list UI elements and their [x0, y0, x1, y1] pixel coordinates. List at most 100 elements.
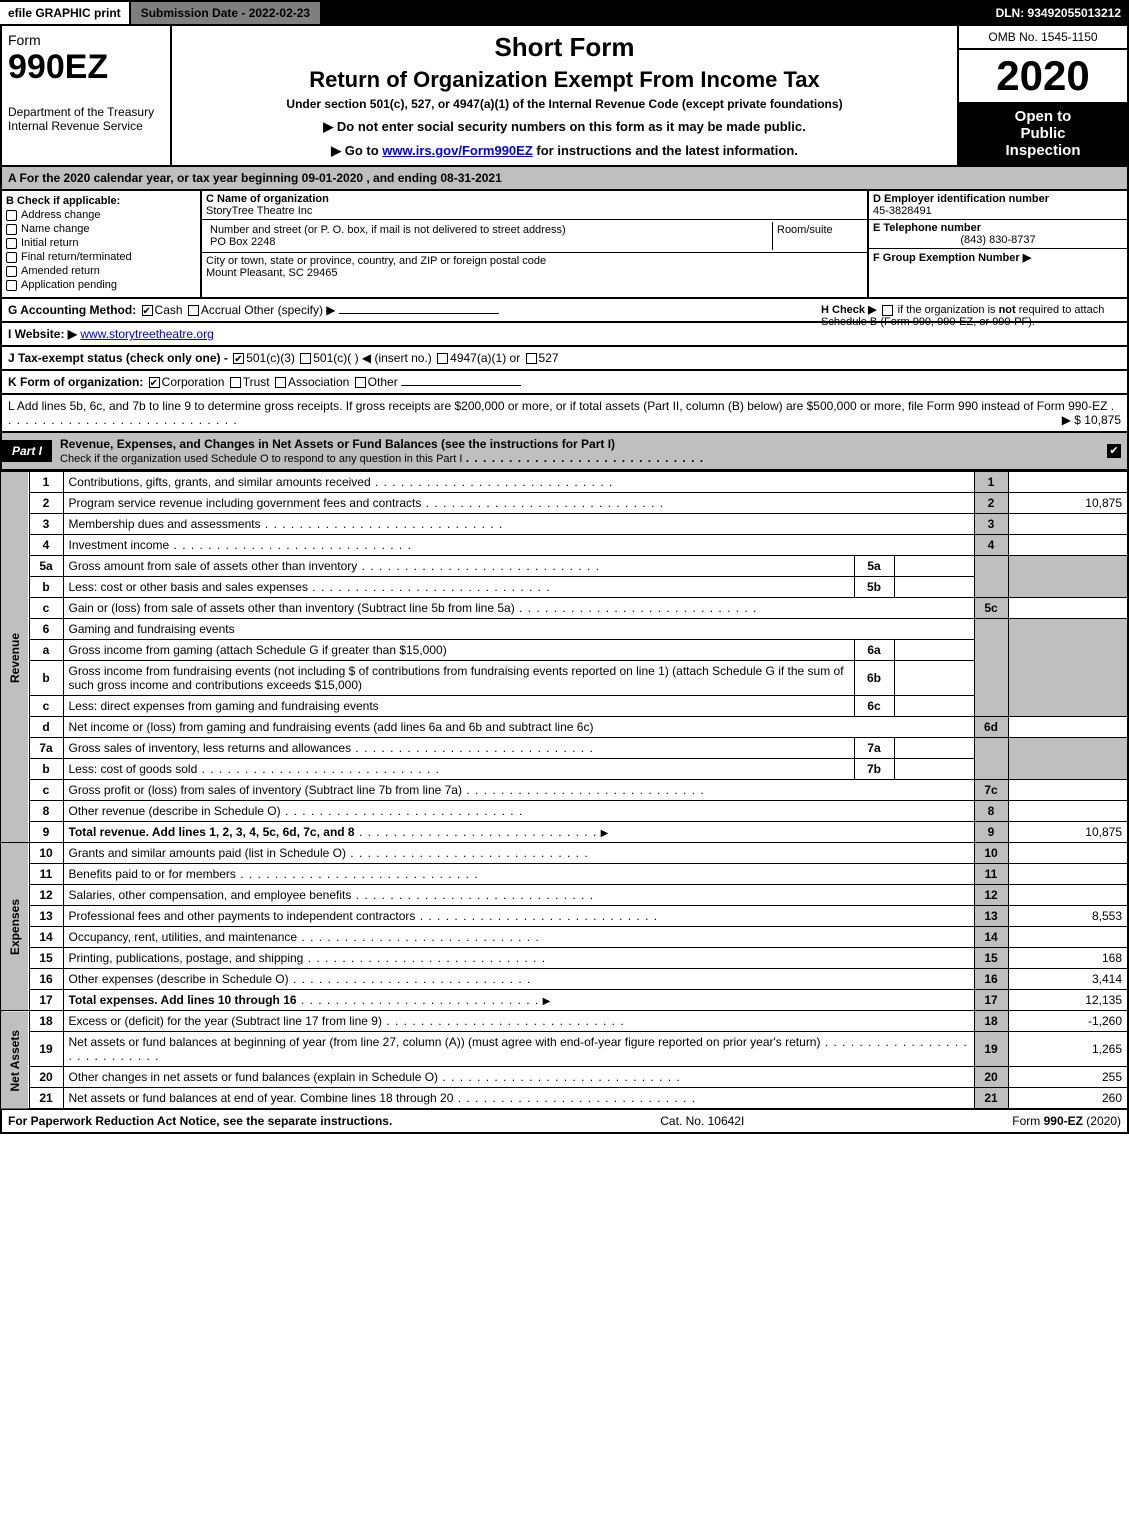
line-7c-num: c — [29, 780, 63, 801]
chk-527[interactable] — [526, 353, 537, 364]
chk-address-change[interactable] — [6, 210, 17, 221]
line-9-amt: 10,875 — [1008, 822, 1128, 843]
section-c: C Name of organization StoryTree Theatre… — [202, 191, 867, 297]
dots-icon — [236, 867, 479, 881]
chk-no-schedule-b[interactable] — [882, 305, 893, 316]
part1-header: Part I Revenue, Expenses, and Changes in… — [0, 433, 1129, 471]
line-7b-num: b — [29, 759, 63, 780]
chk-501c3[interactable] — [233, 353, 244, 364]
part1-checkbox[interactable]: ✔ — [1107, 444, 1121, 458]
dots-icon — [453, 1091, 696, 1105]
chk-amended-return[interactable] — [6, 266, 17, 277]
line-13-num: 13 — [29, 906, 63, 927]
line-4-num: 4 — [29, 535, 63, 556]
part1-title-text: Revenue, Expenses, and Changes in Net As… — [60, 437, 615, 451]
dots-icon — [351, 741, 594, 755]
line-6a-text: Gross income from gaming (attach Schedul… — [69, 643, 447, 657]
line-3-num: 3 — [29, 514, 63, 535]
irs-link[interactable]: www.irs.gov/Form990EZ — [382, 143, 533, 158]
chk-corporation[interactable] — [149, 377, 160, 388]
chk-cash[interactable] — [142, 305, 153, 316]
line-15-num: 15 — [29, 948, 63, 969]
b-heading: B Check if applicable: — [6, 195, 196, 207]
table-row: Revenue 1 Contributions, gifts, grants, … — [1, 472, 1128, 493]
b-item-2: Initial return — [21, 237, 78, 249]
line-10-col: 10 — [974, 843, 1008, 864]
line-4-text: Investment income — [69, 538, 170, 552]
line-6a-mini: 6a — [854, 640, 894, 661]
chk-association[interactable] — [275, 377, 286, 388]
chk-initial-return[interactable] — [6, 238, 17, 249]
k-label: K Form of organization: — [8, 375, 143, 389]
dots-icon — [169, 538, 412, 552]
other-specify-input[interactable] — [339, 313, 499, 314]
dots-icon — [382, 1014, 625, 1028]
line-12-amt — [1008, 885, 1128, 906]
chk-accrual[interactable] — [188, 305, 199, 316]
ssn-warning: ▶ Do not enter social security numbers o… — [178, 119, 951, 135]
line-5a-num: 5a — [29, 556, 63, 577]
chk-final-return[interactable] — [6, 252, 17, 263]
header-center: Short Form Return of Organization Exempt… — [172, 26, 957, 165]
section-h: H Check ▶ if the organization is not req… — [821, 303, 1121, 328]
line-5a-mini: 5a — [854, 556, 894, 577]
shade-cell — [974, 619, 1008, 717]
line-16-amt: 3,414 — [1008, 969, 1128, 990]
tax-year: 2020 — [959, 50, 1127, 102]
k-other: Other — [368, 375, 398, 389]
submission-date-button[interactable]: Submission Date - 2022-02-23 — [129, 0, 322, 26]
line-6d-text: Net income or (loss) from gaming and fun… — [69, 720, 594, 734]
omb-number: OMB No. 1545-1150 — [959, 26, 1127, 50]
chk-501c[interactable] — [300, 353, 311, 364]
dots-icon — [357, 559, 600, 573]
line-5c-amt — [1008, 598, 1128, 619]
line-7a-miniamt — [894, 738, 974, 759]
line-5b-text: Less: cost or other basis and sales expe… — [69, 580, 308, 594]
chk-4947[interactable] — [437, 353, 448, 364]
return-title: Return of Organization Exempt From Incom… — [178, 67, 951, 93]
table-row: d Net income or (loss) from gaming and f… — [1, 717, 1128, 738]
dln-label: DLN: 93492055013212 — [988, 2, 1129, 24]
chk-trust[interactable] — [230, 377, 241, 388]
chk-application-pending[interactable] — [6, 280, 17, 291]
phone-value: (843) 830-8737 — [873, 234, 1123, 246]
badge-line1: Open to — [965, 108, 1121, 125]
line-10-text: Grants and similar amounts paid (list in… — [69, 846, 346, 860]
part1-tag: Part I — [2, 440, 52, 462]
line-20-num: 20 — [29, 1067, 63, 1088]
line-14-num: 14 — [29, 927, 63, 948]
table-row: 11 Benefits paid to or for members 11 — [1, 864, 1128, 885]
l-amount: ▶ $ 10,875 — [1062, 413, 1121, 427]
dots-icon — [515, 601, 758, 615]
line-21-amt: 260 — [1008, 1088, 1128, 1110]
room-suite-label: Room/suite — [777, 224, 833, 236]
shade-cell — [974, 738, 1008, 780]
form-of-org-row: K Form of organization: Corporation Trus… — [0, 371, 1129, 395]
line-19-col: 19 — [974, 1032, 1008, 1067]
line-1-text: Contributions, gifts, grants, and simila… — [69, 475, 371, 489]
g-accrual: Accrual — [201, 303, 241, 317]
line-3-text: Membership dues and assessments — [69, 517, 261, 531]
table-row: 19 Net assets or fund balances at beginn… — [1, 1032, 1128, 1067]
b-item-3: Final return/terminated — [21, 251, 132, 263]
table-row: c Gross profit or (loss) from sales of i… — [1, 780, 1128, 801]
line-12-num: 12 — [29, 885, 63, 906]
line-6d-col: 6d — [974, 717, 1008, 738]
expenses-side-label: Expenses — [1, 843, 29, 1011]
k-other-input[interactable] — [401, 385, 521, 386]
line-7b-mini: 7b — [854, 759, 894, 780]
chk-name-change[interactable] — [6, 224, 17, 235]
dept-line2: Internal Revenue Service — [8, 119, 164, 133]
website-link[interactable]: www.storytreetheatre.org — [80, 327, 213, 341]
line-9-num: 9 — [29, 822, 63, 843]
dots-icon — [438, 1070, 681, 1084]
g-label: G Accounting Method: — [8, 303, 136, 317]
table-row: 6 Gaming and fundraising events — [1, 619, 1128, 640]
line-13-amt: 8,553 — [1008, 906, 1128, 927]
shade-cell — [1008, 619, 1128, 717]
form-number: 990EZ — [8, 48, 164, 87]
chk-other-org[interactable] — [355, 377, 366, 388]
efile-print-button[interactable]: efile GRAPHIC print — [0, 2, 129, 24]
table-row: 3 Membership dues and assessments 3 — [1, 514, 1128, 535]
line-9-text: Total revenue. Add lines 1, 2, 3, 4, 5c,… — [69, 825, 355, 839]
